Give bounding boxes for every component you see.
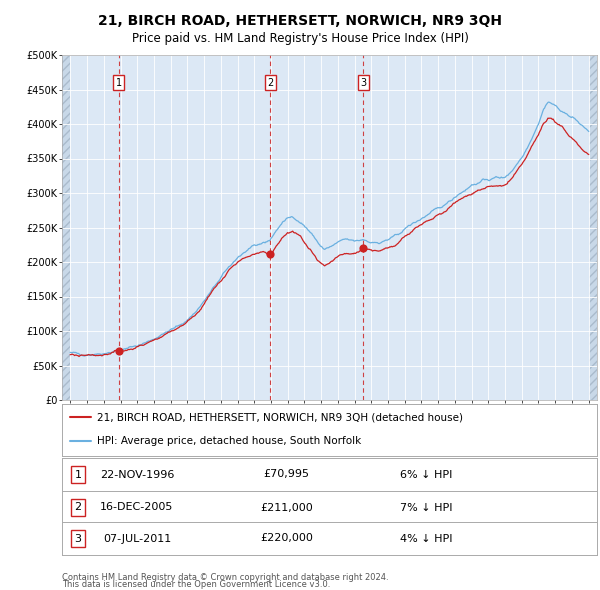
Text: 2: 2 [74, 503, 82, 513]
Text: £70,995: £70,995 [264, 470, 310, 480]
Text: 2: 2 [267, 78, 274, 87]
Text: Price paid vs. HM Land Registry's House Price Index (HPI): Price paid vs. HM Land Registry's House … [131, 32, 469, 45]
Text: 07-JUL-2011: 07-JUL-2011 [103, 533, 171, 543]
Bar [589, 55, 599, 400]
Text: 6% ↓ HPI: 6% ↓ HPI [400, 470, 452, 480]
Text: HPI: Average price, detached house, South Norfolk: HPI: Average price, detached house, Sout… [97, 437, 361, 447]
Point [114, 346, 124, 356]
Text: 4% ↓ HPI: 4% ↓ HPI [400, 533, 452, 543]
Text: 21, BIRCH ROAD, HETHERSETT, NORWICH, NR9 3QH (detached house): 21, BIRCH ROAD, HETHERSETT, NORWICH, NR9… [97, 412, 463, 422]
Text: 21, BIRCH ROAD, HETHERSETT, NORWICH, NR9 3QH: 21, BIRCH ROAD, HETHERSETT, NORWICH, NR9… [98, 14, 502, 28]
Text: £220,000: £220,000 [260, 533, 313, 543]
Text: Contains HM Land Registry data © Crown copyright and database right 2024.: Contains HM Land Registry data © Crown c… [62, 573, 389, 582]
Text: 3: 3 [74, 533, 82, 543]
Text: 3: 3 [360, 78, 367, 87]
Point [358, 244, 368, 253]
Text: 7% ↓ HPI: 7% ↓ HPI [400, 503, 452, 513]
Text: 1: 1 [116, 78, 122, 87]
Point [266, 250, 275, 259]
Text: £211,000: £211,000 [260, 503, 313, 513]
Bar [62, 55, 70, 400]
Text: This data is licensed under the Open Government Licence v3.0.: This data is licensed under the Open Gov… [62, 580, 331, 589]
Text: 1: 1 [74, 470, 82, 480]
Text: 16-DEC-2005: 16-DEC-2005 [100, 503, 173, 513]
Text: 22-NOV-1996: 22-NOV-1996 [100, 470, 174, 480]
